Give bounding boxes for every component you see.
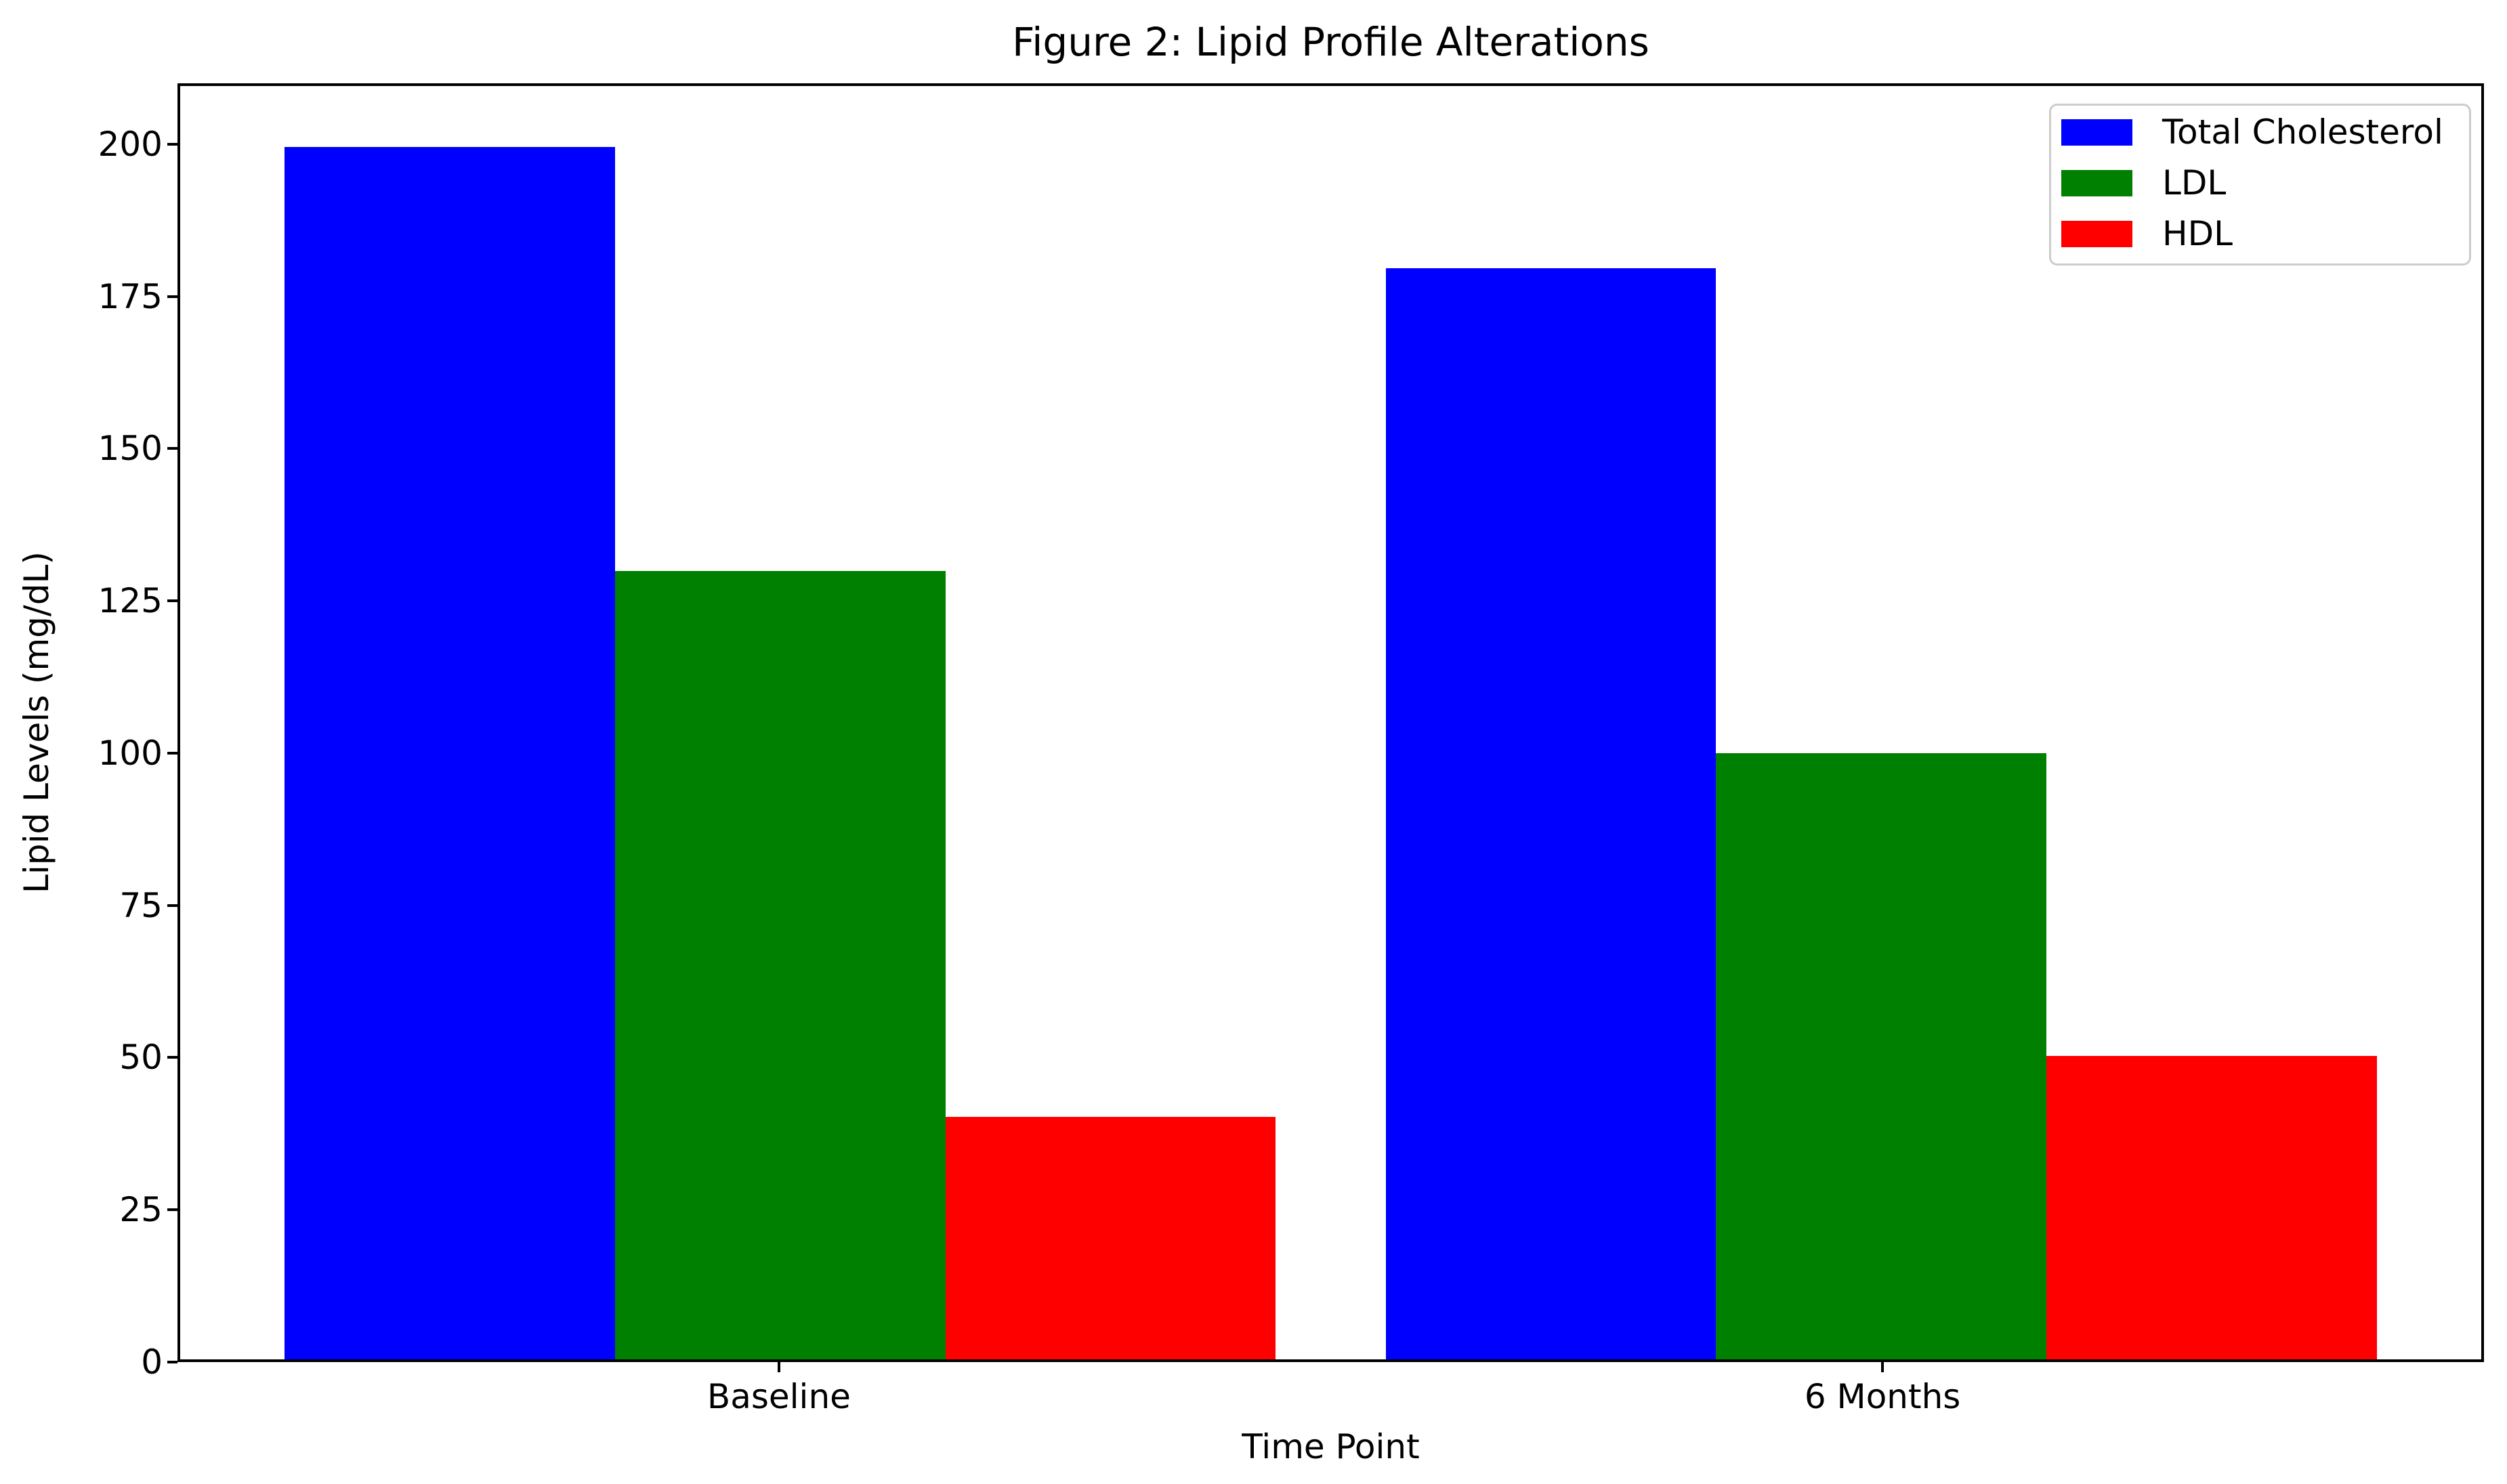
y-tick-label-25: 25 — [119, 1190, 163, 1230]
bar-ldl-baseline — [615, 571, 946, 1359]
y-tick-mark-150 — [167, 447, 177, 450]
y-axis-label: Lipid Levels (mg/dL) — [17, 551, 56, 894]
legend: Total Cholesterol LDL HDL — [2049, 104, 2471, 266]
y-tick-label-200: 200 — [98, 124, 163, 164]
legend-label: HDL — [2162, 214, 2233, 253]
legend-swatch-ldl — [2061, 170, 2132, 196]
y-tick-mark-200 — [167, 142, 177, 146]
bar-hdl-6-months — [2046, 1056, 2377, 1359]
y-tick-mark-75 — [167, 904, 177, 907]
y-tick-label-75: 75 — [119, 885, 163, 925]
y-tick-label-50: 50 — [119, 1038, 163, 1078]
bar-total-cholesterol-baseline — [285, 146, 615, 1359]
x-tick-mark-6-months — [1881, 1362, 1884, 1372]
legend-item-total-cholesterol: Total Cholesterol — [2061, 114, 2453, 151]
legend-label: Total Cholesterol — [2162, 112, 2443, 152]
x-axis-label: Time Point — [1242, 1427, 1420, 1466]
y-tick-label-125: 125 — [98, 581, 163, 621]
bar-ldl-6-months — [1716, 752, 2046, 1359]
y-tick-label-150: 150 — [98, 429, 163, 469]
plot-area — [177, 83, 2484, 1362]
y-tick-mark-0 — [167, 1361, 177, 1363]
legend-item-ldl: LDL — [2061, 165, 2453, 202]
y-tick-mark-100 — [167, 751, 177, 755]
y-tick-mark-50 — [167, 1056, 177, 1059]
legend-swatch-total-cholesterol — [2061, 119, 2132, 146]
bar-total-cholesterol-6-months — [1385, 268, 1716, 1359]
y-tick-label-100: 100 — [98, 733, 163, 773]
y-tick-mark-125 — [167, 599, 177, 603]
x-tick-label-6-months: 6 Months — [1804, 1377, 1961, 1416]
legend-item-hdl: HDL — [2061, 215, 2453, 253]
chart-title: Figure 2: Lipid Profile Alterations — [1012, 19, 1649, 65]
y-tick-label-175: 175 — [98, 276, 163, 316]
x-tick-label-baseline: Baseline — [707, 1377, 851, 1416]
legend-label: LDL — [2162, 163, 2227, 203]
y-tick-mark-175 — [167, 295, 177, 298]
bar-hdl-baseline — [945, 1116, 1276, 1359]
legend-swatch-hdl — [2061, 221, 2132, 247]
y-tick-label-0: 0 — [141, 1342, 163, 1382]
y-tick-mark-25 — [167, 1208, 177, 1212]
x-tick-mark-baseline — [777, 1362, 780, 1372]
